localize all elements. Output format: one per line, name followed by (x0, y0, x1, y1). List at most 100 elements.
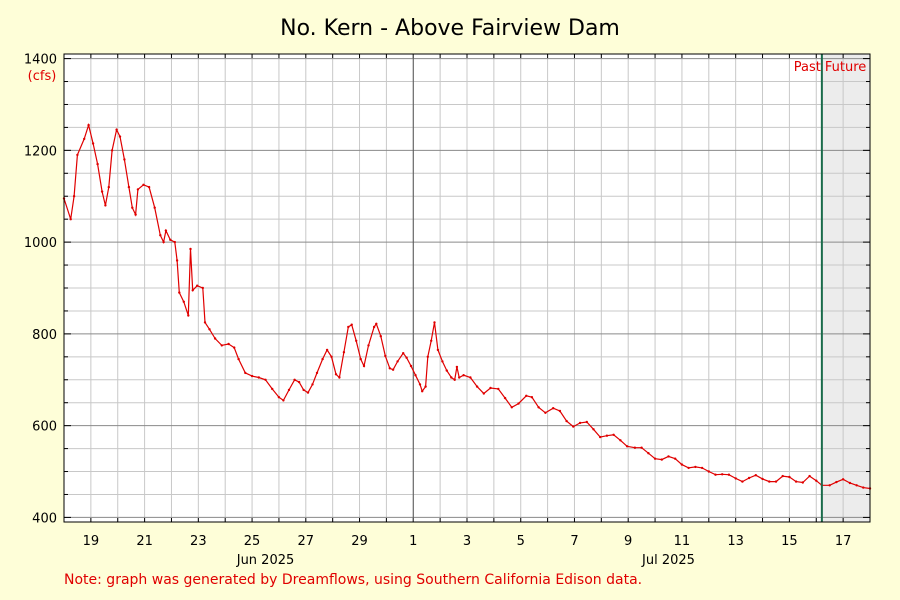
data-point (372, 325, 376, 329)
data-point (164, 229, 168, 232)
data-point (396, 360, 399, 363)
x-tick-label: 17 (835, 534, 852, 549)
data-point (315, 371, 319, 375)
data-point (142, 183, 145, 186)
data-point (147, 185, 151, 189)
data-point (282, 399, 285, 402)
data-point (72, 195, 76, 198)
data-point (565, 419, 568, 423)
data-point (653, 457, 657, 460)
data-point (450, 376, 453, 379)
data-point (469, 376, 472, 379)
data-point (233, 346, 236, 349)
data-point (384, 354, 387, 358)
data-point (741, 480, 744, 483)
data-point (455, 365, 459, 369)
data-point (808, 474, 811, 478)
data-point (530, 396, 534, 399)
data-point (418, 383, 422, 386)
data-point (287, 388, 291, 392)
data-point (131, 206, 134, 209)
series-points (62, 123, 872, 490)
data-point (497, 387, 500, 391)
data-point (187, 314, 190, 317)
data-point (175, 259, 179, 262)
month-label: Jun 2025 (236, 553, 295, 568)
past-label: Past (794, 60, 821, 75)
data-point (306, 391, 310, 394)
data-point (680, 463, 684, 466)
data-point (414, 374, 417, 377)
data-point (462, 374, 465, 377)
data-point (191, 289, 194, 292)
data-point (458, 376, 461, 379)
data-point (189, 247, 192, 251)
x-tick-label: 3 (463, 534, 471, 549)
data-point (359, 357, 362, 361)
x-tick-label: 29 (351, 534, 368, 549)
chart-title: No. Kern - Above Fairview Dam (280, 16, 620, 41)
data-point (788, 475, 791, 479)
data-point (213, 337, 217, 340)
x-tick-label: 9 (624, 534, 632, 549)
y-tick-labels: 400 600 800 1000 1200 1400 (24, 53, 57, 527)
data-point (768, 480, 771, 483)
data-point (640, 446, 643, 449)
axis-ticks (63, 54, 871, 522)
data-point (362, 364, 366, 368)
data-point (405, 356, 408, 359)
data-point (76, 153, 79, 157)
data-point (441, 360, 444, 363)
data-point (862, 486, 865, 489)
data-point (388, 367, 391, 370)
plot-border (63, 53, 871, 523)
y-axis-unit-label: (cfs) (28, 69, 57, 84)
data-point (694, 465, 697, 469)
data-point (402, 352, 405, 355)
x-tick-label: 25 (244, 534, 261, 549)
data-point (674, 457, 677, 460)
data-point (552, 407, 555, 410)
y-tick-label: 1400 (24, 53, 57, 68)
data-point (667, 455, 670, 458)
data-point (585, 420, 588, 424)
data-point (619, 439, 622, 442)
data-point (625, 445, 629, 448)
data-point (687, 466, 690, 470)
data-point (841, 478, 845, 481)
x-tick-label: 23 (190, 534, 207, 549)
data-point (572, 425, 575, 428)
data-point (159, 234, 162, 237)
data-point (104, 204, 107, 207)
data-point (321, 357, 324, 361)
data-point (110, 149, 114, 152)
data-point (482, 392, 485, 395)
data-point (250, 374, 254, 378)
data-point (727, 473, 731, 476)
data-point (633, 446, 637, 449)
data-point (153, 206, 156, 209)
x-tick-label: 11 (674, 534, 691, 549)
data-point (83, 137, 86, 141)
data-point (835, 480, 838, 484)
data-point (453, 378, 456, 381)
data-point (774, 480, 778, 483)
data-point (123, 158, 126, 161)
data-point (162, 240, 165, 244)
data-point (707, 470, 710, 473)
data-point (237, 357, 240, 361)
data-point (828, 484, 831, 487)
x-tick-label: 27 (298, 534, 315, 549)
data-point (277, 396, 281, 399)
data-point (257, 376, 260, 379)
data-point (409, 364, 413, 368)
data-point (747, 476, 751, 480)
x-tick-label: 5 (517, 534, 525, 549)
data-point (375, 322, 378, 325)
data-point (544, 411, 547, 414)
data-point (169, 238, 172, 241)
y-tick-label: 400 (32, 511, 57, 526)
y-tick-label: 800 (32, 328, 57, 343)
data-point (220, 344, 223, 347)
data-point (754, 474, 757, 477)
